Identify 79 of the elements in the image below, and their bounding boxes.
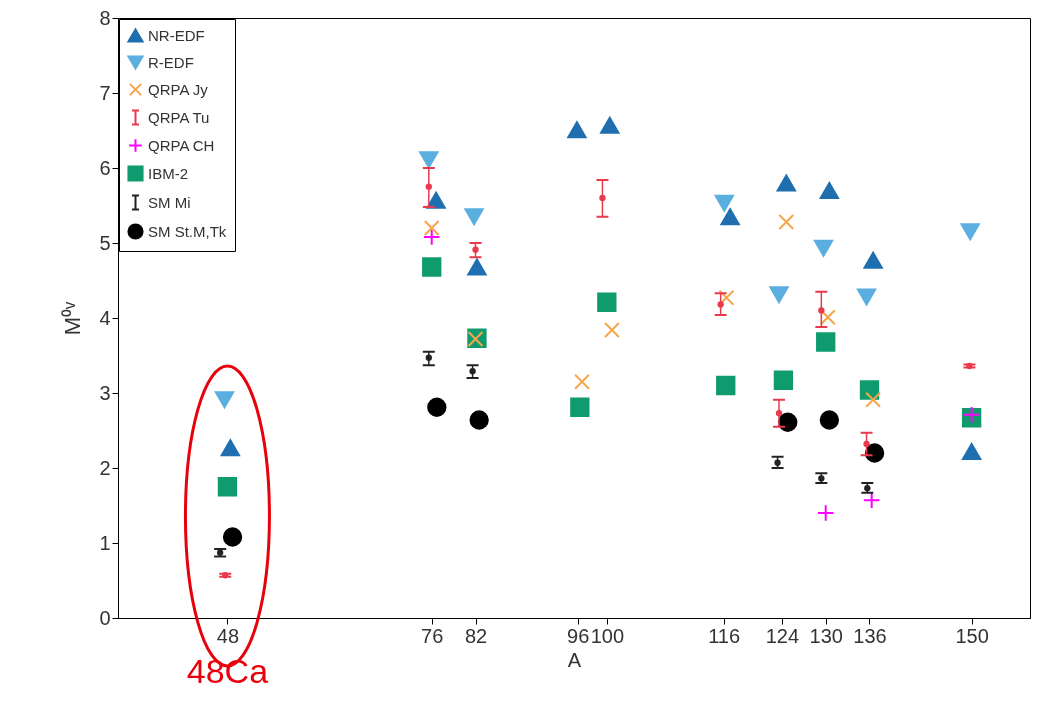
point [856, 288, 877, 306]
x-tick-label: 82 [464, 624, 488, 647]
point [425, 183, 432, 190]
point [467, 258, 487, 276]
x-tick-label: 136 [853, 624, 887, 647]
point [716, 375, 736, 396]
point [422, 228, 441, 246]
point [773, 370, 794, 390]
point [862, 491, 881, 510]
x-tick-label: 100 [590, 624, 625, 647]
point [600, 116, 620, 134]
point [961, 443, 982, 460]
point [864, 443, 885, 463]
legend-label: QRPA Tu [148, 108, 210, 126]
point [427, 397, 447, 417]
point [778, 412, 798, 432]
legend-label: NR-EDF [148, 26, 205, 44]
point [570, 397, 590, 417]
y-tick-label: 1 [99, 531, 111, 554]
y-tick-label: 2 [99, 456, 111, 479]
point [769, 286, 789, 304]
point [819, 182, 840, 199]
y-tick-label: 8 [99, 6, 111, 29]
point [776, 174, 796, 192]
point [819, 410, 840, 430]
point [469, 410, 489, 430]
point [222, 527, 243, 547]
point [863, 440, 870, 448]
point [597, 292, 617, 312]
point [425, 354, 432, 361]
point [960, 223, 980, 241]
point [214, 391, 235, 409]
point [816, 504, 835, 522]
point [419, 151, 439, 169]
point [423, 220, 440, 236]
legend-label: QRPA CH [148, 136, 215, 154]
y-tick-label: 6 [99, 156, 111, 179]
y-tick-label: 5 [99, 231, 111, 254]
point [720, 208, 740, 226]
x-tick-label: 96 [567, 624, 590, 647]
point [865, 391, 882, 408]
x-axis-title: A [567, 648, 582, 671]
legend-label: IBM-2 [148, 164, 189, 182]
point [604, 322, 620, 338]
point [422, 257, 442, 277]
point [567, 121, 587, 139]
point [574, 373, 590, 390]
x-tick-label: 150 [955, 624, 989, 647]
point [816, 332, 836, 352]
y-axis-title: M⁰ᵛ [60, 300, 86, 336]
x-tick-label: 48 [216, 624, 240, 647]
legend-label: SM Mi [148, 193, 191, 211]
point [778, 214, 795, 230]
y-tick-label: 0 [99, 606, 111, 629]
point [819, 309, 836, 326]
legend-label: R-EDF [148, 53, 194, 71]
point [464, 208, 484, 226]
y-tick-label: 7 [99, 81, 111, 104]
point [220, 439, 241, 457]
point [714, 194, 734, 212]
point [599, 194, 606, 202]
point [718, 289, 735, 306]
point [217, 477, 238, 497]
x-tick-label: 124 [765, 624, 800, 647]
point [818, 307, 825, 314]
x-tick-label: 130 [809, 624, 843, 647]
point [775, 410, 783, 417]
x-tick-label: 76 [421, 624, 444, 647]
x-tick-label: 116 [708, 624, 741, 647]
legend-label: SM St.M,Tk [148, 222, 227, 240]
legend-label: QRPA Jy [148, 80, 209, 98]
point [859, 380, 880, 400]
point [813, 239, 834, 257]
y-tick-label: 4 [99, 306, 111, 329]
point [863, 251, 883, 269]
point [469, 368, 476, 375]
y-tick-label: 3 [99, 381, 111, 404]
point [717, 301, 724, 308]
point [472, 246, 479, 253]
